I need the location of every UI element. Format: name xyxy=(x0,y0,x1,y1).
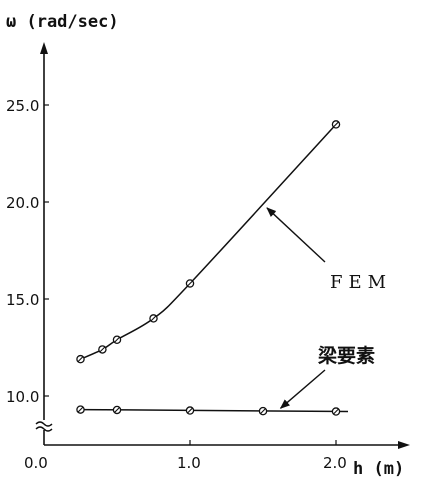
series-line-0 xyxy=(80,123,337,360)
series-layer xyxy=(76,120,349,416)
data-point xyxy=(185,279,195,288)
data-point xyxy=(331,407,341,416)
data-point xyxy=(185,406,195,415)
x-tick-label: 1.0 xyxy=(177,454,201,472)
annotation-beam: 梁要素 xyxy=(279,344,375,409)
annotation-fem-arrow xyxy=(266,207,326,263)
x-axis-label: h (m) xyxy=(353,459,404,479)
x-axis-arrow xyxy=(398,441,410,449)
y-tick-label: 10.0 xyxy=(6,388,39,406)
y-tick-label: 15.0 xyxy=(6,291,39,309)
x-tick-label: 2.0 xyxy=(323,454,347,472)
annotation-beam-arrow xyxy=(279,369,326,409)
data-point xyxy=(112,405,122,415)
data-point xyxy=(98,345,107,354)
x-tick-label: 0.0 xyxy=(24,454,48,472)
annotation-fem: FEM xyxy=(266,207,392,293)
y-tick-label: 25.0 xyxy=(6,97,39,115)
data-point xyxy=(112,335,122,344)
axis-break-mark xyxy=(35,420,53,432)
y-axis-label: ω (rad/sec) xyxy=(6,12,119,32)
y-axis-arrow xyxy=(40,42,48,54)
annotation-beam-label: 梁要素 xyxy=(317,344,375,367)
y-ticks: 10.0 15.0 20.0 25.0 xyxy=(6,97,49,406)
data-point xyxy=(149,314,158,323)
data-point xyxy=(76,405,85,414)
data-point xyxy=(331,120,341,129)
data-point xyxy=(258,406,268,416)
annotation-fem-label: FEM xyxy=(330,272,392,293)
data-point xyxy=(76,354,85,364)
x-ticks: 0.0 1.0 2.0 xyxy=(24,440,347,472)
series-line-1 xyxy=(80,408,349,413)
y-tick-label: 20.0 xyxy=(6,194,39,212)
